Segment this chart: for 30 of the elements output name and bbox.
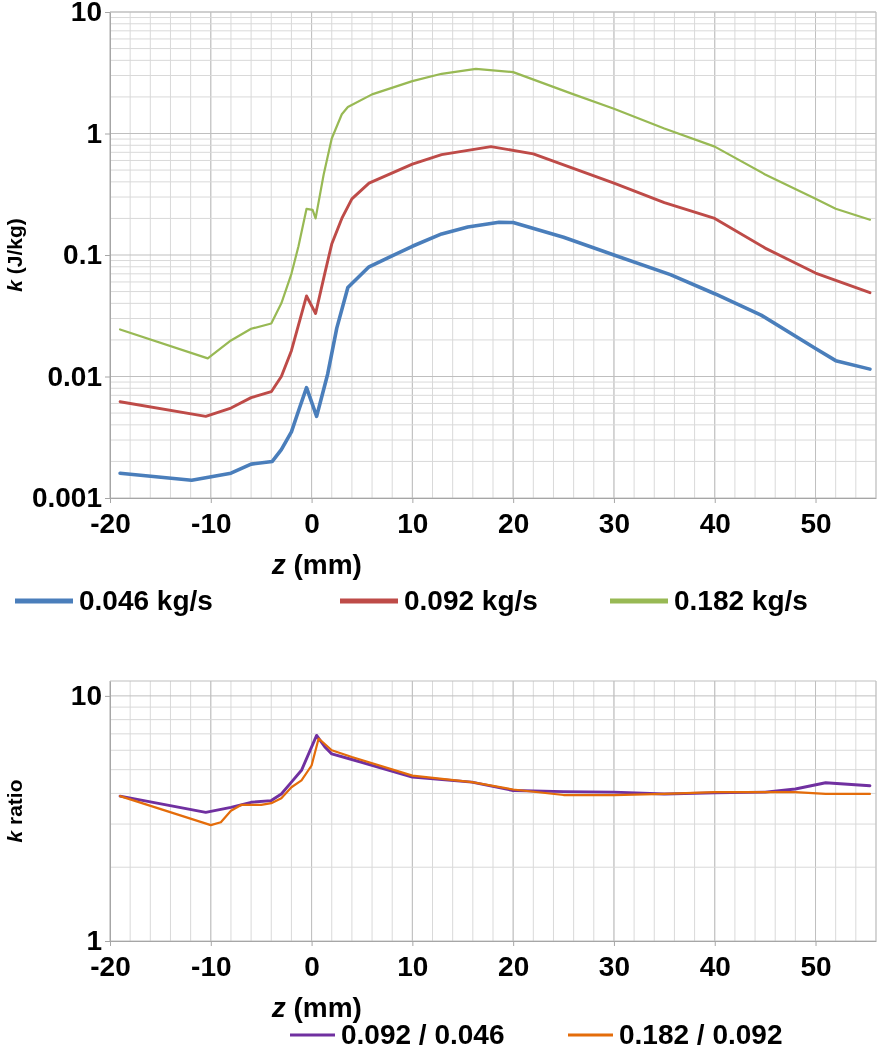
legend-label: 0.092 kg/s: [404, 585, 538, 616]
legend-label: 0.182 / 0.092: [619, 1019, 783, 1050]
x-tick-label: 20: [498, 950, 530, 982]
y-tick-label: 1: [86, 117, 102, 149]
x-tick-label: 30: [598, 507, 631, 539]
x-tick-label: 50: [800, 950, 832, 982]
x-axis-title: z (mm): [270, 549, 362, 580]
y-axis-title: k (J/kg): [3, 218, 26, 292]
legend-label: 0.046 kg/s: [79, 585, 213, 616]
x-tick-label: -10: [191, 507, 232, 539]
x-tick-label: 0: [304, 950, 320, 982]
y-tick-label: 0.01: [47, 360, 102, 392]
x-tick-label: 20: [498, 507, 530, 539]
x-tick-label: 40: [699, 507, 731, 539]
legend-label: 0.182 kg/s: [674, 585, 808, 616]
line-series: [118, 220, 872, 483]
x-tick-label: 10: [397, 950, 429, 982]
line-series: [118, 145, 872, 418]
x-tick-label: 10: [397, 507, 429, 539]
x-tick-label: -10: [191, 950, 232, 982]
x-tick-label: 30: [598, 950, 631, 982]
x-tick-label: 0: [304, 507, 320, 539]
line-series: [118, 67, 872, 360]
y-axis-title: k ratio: [3, 779, 26, 843]
x-tick-label: 40: [699, 950, 731, 982]
y-tick-label: 10: [70, 680, 102, 712]
y-tick-label: 0.1: [63, 239, 102, 271]
y-tick-label: 10: [70, 0, 102, 28]
x-tick-label: 50: [800, 507, 832, 539]
line-series: [118, 737, 872, 827]
